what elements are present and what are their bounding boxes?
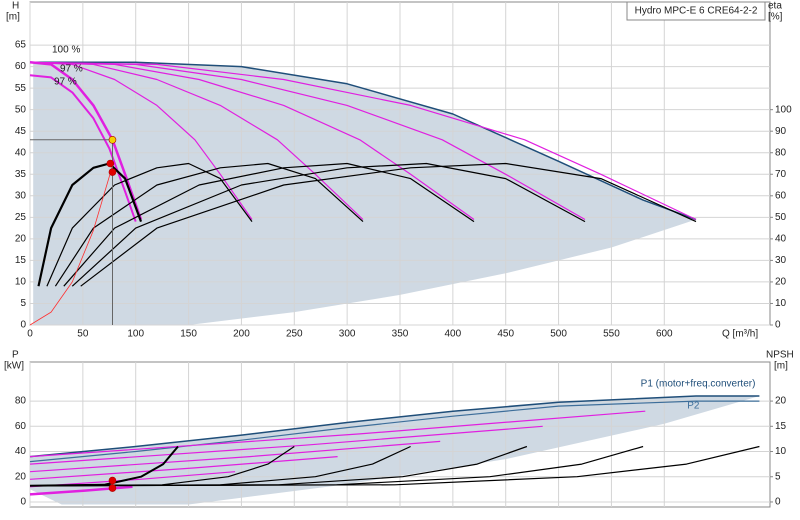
annotation: 97 %	[60, 64, 83, 75]
curve	[37, 162, 143, 287]
x-tick-label: 250	[286, 329, 303, 340]
y-tick-label: 60	[15, 61, 27, 72]
y-tick-label: 15	[15, 255, 27, 266]
operating-point	[106, 159, 115, 168]
curve	[29, 400, 760, 463]
x-tick-label: 300	[339, 329, 356, 340]
y2-tick-label: 100	[775, 104, 792, 115]
y-tick-label: 35	[15, 169, 27, 180]
curve	[29, 74, 137, 222]
y-tick-label: 10	[15, 277, 27, 288]
operating-point	[108, 136, 117, 144]
curve	[29, 485, 133, 496]
y2-tick-label: 10	[775, 298, 787, 309]
y2-tick-label: 0	[775, 497, 781, 508]
curve	[29, 410, 646, 458]
annotation: 100 %	[52, 45, 80, 56]
y2-tick-label: 20	[775, 396, 787, 407]
x-tick-label: 450	[497, 329, 514, 340]
y2-tick-label: 15	[775, 421, 787, 432]
x-axis-label: Q [m³/h]	[722, 329, 758, 340]
x-tick-label: 200	[233, 329, 250, 340]
x-tick-label: 400	[445, 329, 462, 340]
y-tick-label: 0	[20, 497, 26, 508]
axis-label: H	[12, 1, 19, 12]
annotation: 97 %	[54, 77, 77, 88]
curve	[54, 162, 364, 287]
curve	[63, 162, 475, 287]
curve	[29, 445, 760, 487]
y2-tick-label: 60	[775, 190, 787, 201]
y-tick-label: 20	[15, 471, 27, 482]
x-tick-label: 150	[180, 329, 197, 340]
operating-point	[108, 484, 117, 492]
curve	[29, 471, 236, 488]
x-tick-label: 100	[127, 329, 144, 340]
curve	[29, 440, 441, 473]
x-tick-label: 600	[656, 329, 673, 340]
axis-label: [kW]	[4, 361, 24, 372]
y-tick-label: 65	[15, 40, 27, 51]
axis-label: [%]	[768, 12, 783, 23]
y2-tick-label: 30	[775, 255, 787, 266]
series-label: P1 (motor+freq.converter)	[641, 379, 756, 390]
y-tick-label: 45	[15, 126, 27, 137]
y2-tick-label: 80	[775, 147, 787, 158]
product-label: Hydro MPC-E 6 CRE64-2-2	[635, 6, 758, 17]
curve	[29, 61, 697, 221]
x-tick-label: 350	[392, 329, 409, 340]
y-tick-label: 20	[15, 234, 27, 245]
curve	[30, 61, 697, 221]
y-tick-label: 30	[15, 190, 27, 201]
y2-tick-label: 20	[775, 277, 787, 288]
curve	[46, 162, 253, 287]
x-tick-label: 500	[550, 329, 567, 340]
curve	[80, 162, 697, 287]
y-tick-label: 80	[15, 396, 27, 407]
y-tick-label: 55	[15, 83, 27, 94]
area	[33, 62, 696, 326]
y2-tick-label: 0	[775, 320, 781, 331]
x-tick-label: 50	[77, 329, 89, 340]
axis-label: P	[12, 350, 19, 361]
y-tick-label: 0	[20, 320, 26, 331]
curve	[29, 425, 543, 465]
product-box	[626, 1, 766, 21]
y2-tick-label: 10	[775, 446, 787, 457]
y-tick-label: 40	[15, 147, 27, 158]
y2-tick-label: 50	[775, 212, 787, 223]
axis-label: [m]	[6, 12, 20, 23]
curve	[29, 165, 113, 326]
series-label: P2	[687, 401, 700, 412]
axis-label: NPSH	[766, 350, 794, 361]
axis-label: eta	[768, 1, 782, 12]
y2-tick-label: 70	[775, 169, 787, 180]
y-tick-label: 25	[15, 212, 27, 223]
y-tick-label: 40	[15, 446, 27, 457]
y-tick-label: 50	[15, 104, 27, 115]
area	[30, 396, 760, 505]
y2-tick-label: 40	[775, 234, 787, 245]
curve	[29, 61, 143, 220]
x-tick-label: 0	[27, 329, 33, 340]
curve	[71, 162, 586, 287]
x-tick-label: 550	[603, 329, 620, 340]
y-tick-label: 60	[15, 421, 27, 432]
y2-tick-label: 5	[775, 471, 781, 482]
y-tick-label: 5	[20, 298, 26, 309]
operating-point	[108, 476, 117, 485]
curve	[29, 395, 760, 458]
y2-tick-label: 90	[775, 126, 787, 137]
axis-label: [m]	[774, 361, 788, 372]
curve	[29, 61, 253, 220]
curve	[29, 456, 338, 480]
operating-point	[108, 168, 117, 176]
